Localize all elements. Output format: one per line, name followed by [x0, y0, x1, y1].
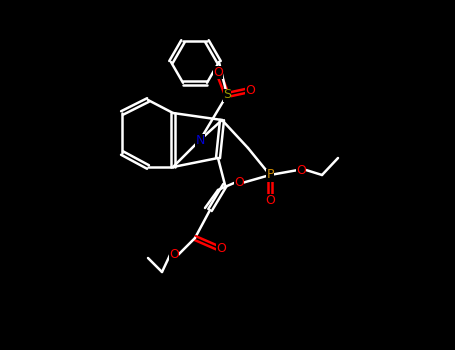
- Text: S: S: [223, 89, 231, 101]
- Text: N: N: [195, 133, 205, 147]
- Text: O: O: [169, 248, 179, 261]
- Text: O: O: [245, 84, 255, 97]
- Text: O: O: [213, 65, 223, 78]
- Text: O: O: [265, 194, 275, 206]
- Text: O: O: [216, 241, 226, 254]
- Text: O: O: [234, 176, 244, 189]
- Text: O: O: [296, 163, 306, 176]
- Text: P: P: [266, 168, 274, 182]
